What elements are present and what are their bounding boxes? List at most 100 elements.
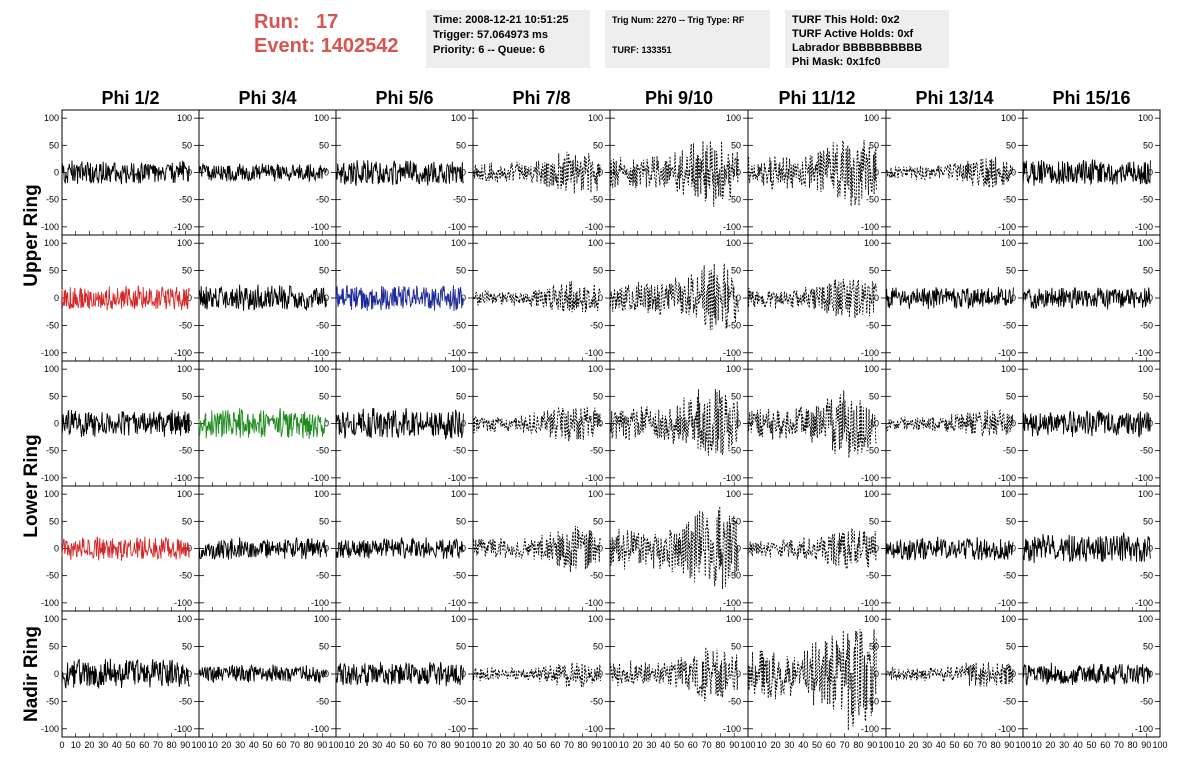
turf-info-box: TURF This Hold: 0x2 TURF Active Holds: 0… [785, 10, 949, 68]
x-tick-label: 20 [495, 740, 505, 750]
waveform-trace [61, 285, 190, 311]
y-tick-label: 100 [314, 489, 329, 499]
x-tick-label: 40 [798, 740, 808, 750]
x-tick-label: 80 [991, 740, 1001, 750]
x-tick-label: 30 [235, 740, 245, 750]
y-tick-label: 100 [864, 113, 879, 123]
ring-label: Nadir Ring [21, 626, 42, 722]
y-tick-label: -100 [311, 724, 329, 734]
y-tick-label: -50 [316, 571, 329, 581]
waveform-trace [609, 506, 739, 590]
y-tick-label: -100 [311, 348, 329, 358]
y-tick-label: 50 [731, 642, 741, 652]
ring-label: Lower Ring [21, 434, 42, 537]
x-tick-label: 50 [674, 740, 684, 750]
y-tick-label: 50 [1143, 516, 1153, 526]
x-tick-label: 70 [702, 740, 712, 750]
waveform-trace [747, 278, 877, 319]
x-tick-label: 60 [688, 740, 698, 750]
x-tick-label: 90 [1004, 740, 1014, 750]
x-tick-label: 70 [427, 740, 437, 750]
y-tick-label: 100 [864, 489, 879, 499]
ring-label: Upper Ring [21, 184, 42, 286]
y-tick-label: 0 [1148, 293, 1153, 303]
x-tick-label: 20 [1045, 740, 1055, 750]
x-tick-label: 30 [98, 740, 108, 750]
y-tick-label: 50 [319, 140, 329, 150]
x-tick-label: 60 [413, 740, 423, 750]
x-tick-label: 70 [1114, 740, 1124, 750]
y-tick-label: 100 [864, 238, 879, 248]
y-tick-label: 100 [1001, 113, 1016, 123]
y-tick-label: -50 [1003, 320, 1016, 330]
x-tick-label: 20 [633, 740, 643, 750]
y-tick-label: 100 [177, 489, 192, 499]
waveform-trace [335, 285, 464, 311]
y-tick-label: 50 [731, 391, 741, 401]
y-tick-label: 50 [593, 642, 603, 652]
y-tick-label: -100 [1135, 724, 1153, 734]
phi-column-label: Phi 11/12 [778, 88, 855, 108]
y-tick-label: 0 [1148, 544, 1153, 554]
waveform-trace [335, 407, 464, 441]
phi-column-label: Phi 5/6 [375, 88, 433, 108]
y-tick-label: -50 [866, 195, 879, 205]
y-tick-label: 0 [1011, 544, 1016, 554]
y-tick-label: 50 [869, 642, 879, 652]
phi-mask-text: Phi Mask: 0x1fc0 [792, 56, 881, 68]
x-tick-label: 40 [112, 740, 122, 750]
x-tick-label: 60 [826, 740, 836, 750]
y-tick-label: 100 [451, 238, 466, 248]
y-tick-label: 0 [324, 168, 329, 178]
y-tick-label: 50 [319, 391, 329, 401]
x-tick-label: 100 [191, 740, 206, 750]
x-tick-label: 50 [812, 740, 822, 750]
y-tick-label: 50 [593, 516, 603, 526]
y-tick-label: 50 [456, 391, 466, 401]
y-tick-label: 100 [1138, 489, 1153, 499]
y-tick-label: 100 [588, 113, 603, 123]
y-tick-label: 50 [869, 391, 879, 401]
x-tick-label: 70 [153, 740, 163, 750]
labrador-text: Labrador BBBBBBBBBB [792, 42, 923, 54]
y-tick-label: -50 [46, 446, 59, 456]
y-tick-label: -100 [41, 222, 59, 232]
y-tick-label: 50 [593, 140, 603, 150]
y-tick-label: 50 [731, 266, 741, 276]
x-tick-label: 50 [1086, 740, 1096, 750]
x-tick-label: 10 [1032, 740, 1042, 750]
waveform-trace [472, 151, 601, 194]
x-tick-label: 30 [509, 740, 519, 750]
y-tick-label: -100 [998, 598, 1016, 608]
y-tick-label: -50 [316, 195, 329, 205]
time-text: Time: 2008-12-21 10:51:25 [433, 14, 569, 26]
waveform-trace [1022, 532, 1151, 564]
x-tick-label: 100 [602, 740, 617, 750]
panel-frame [747, 610, 887, 738]
y-tick-label: 50 [182, 642, 192, 652]
y-tick-label: 100 [314, 113, 329, 123]
waveform-trace [885, 286, 1014, 310]
y-tick-label: 0 [874, 669, 879, 679]
x-tick-label: 30 [922, 740, 932, 750]
x-tick-label: 100 [1015, 740, 1030, 750]
phi-column-label: Phi 7/8 [512, 88, 570, 108]
y-tick-label: -100 [723, 222, 741, 232]
x-tick-label: 60 [276, 740, 286, 750]
y-tick-label: 0 [324, 419, 329, 429]
waveform-trace [747, 139, 877, 207]
y-tick-label: 50 [319, 516, 329, 526]
y-tick-label: 50 [869, 140, 879, 150]
x-tick-label: 90 [867, 740, 877, 750]
y-tick-label: -100 [174, 222, 192, 232]
y-tick-label: -50 [453, 696, 466, 706]
y-tick-label: 50 [593, 266, 603, 276]
y-tick-label: 100 [588, 238, 603, 248]
y-tick-label: -50 [46, 696, 59, 706]
y-tick-label: -100 [861, 724, 879, 734]
waveform-trace [1022, 662, 1151, 686]
y-tick-label: -50 [728, 320, 741, 330]
y-tick-label: -50 [46, 571, 59, 581]
y-tick-label: 100 [177, 238, 192, 248]
waveform-trace [61, 409, 190, 437]
